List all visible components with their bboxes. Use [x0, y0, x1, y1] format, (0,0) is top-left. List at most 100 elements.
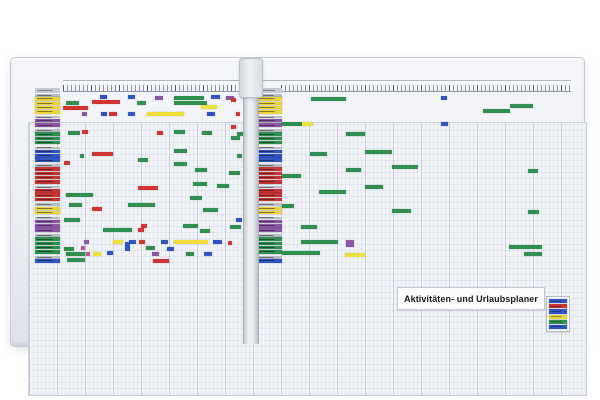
planner-strip: [66, 252, 85, 256]
group-header: [257, 129, 282, 132]
planner-strip: [141, 224, 147, 228]
planner-strip: [66, 101, 79, 105]
planner-strip: [392, 165, 418, 169]
name-group: [35, 94, 60, 114]
name-strip: [257, 140, 282, 145]
name-strip: [35, 219, 60, 224]
planner-strip: [346, 240, 354, 247]
planner-strip: [510, 104, 533, 108]
planner-strip: [69, 203, 82, 207]
name-group: [35, 255, 60, 264]
planner-strip: [84, 240, 89, 244]
name-strip: [257, 241, 282, 246]
title-label: Aktivitäten- und Urlaubsplaner: [397, 287, 545, 310]
group-header: [35, 216, 60, 220]
name-strip: [257, 149, 282, 154]
group-header: [35, 203, 60, 206]
planner-strip: [237, 132, 243, 136]
name-group: [257, 129, 282, 145]
planner-strip: [113, 240, 123, 244]
name-group: [35, 146, 60, 163]
name-group: [257, 203, 282, 215]
planner-strip: [346, 132, 365, 136]
name-strip: [35, 197, 60, 202]
planner-strip: [228, 241, 232, 245]
group-header: [257, 146, 282, 150]
planner-strip: [107, 251, 113, 255]
planner-strip: [195, 168, 207, 172]
name-group: [35, 129, 60, 145]
planner-strip: [153, 259, 169, 263]
planner-strip: [509, 245, 542, 249]
planner-strip: [528, 169, 538, 173]
name-strip: [257, 110, 282, 114]
name-strip: [257, 237, 282, 241]
name-strip: [35, 175, 60, 180]
name-strip: [35, 193, 60, 197]
planner-strip: [226, 96, 234, 100]
name-strip: [35, 250, 60, 254]
name-strip: [257, 158, 282, 162]
planner-strip: [213, 240, 222, 244]
planner-strip: [302, 122, 313, 126]
name-strip: [35, 245, 60, 250]
name-group: [257, 255, 282, 264]
planner-strip: [528, 210, 539, 214]
planner-strip: [174, 162, 187, 166]
group-header: [35, 234, 60, 237]
group-header: [257, 164, 282, 167]
name-strip: [257, 132, 282, 136]
name-strip: [35, 140, 60, 145]
name-strip: [257, 219, 282, 224]
name-strip: [35, 110, 60, 114]
group-header: [35, 185, 60, 189]
planner-strip: [207, 112, 215, 116]
group-header: [257, 203, 282, 206]
planner-strip: [174, 149, 187, 153]
planner-strip: [92, 152, 113, 156]
name-group: [35, 203, 60, 215]
planner-strip: [441, 96, 447, 100]
planner-strip: [137, 101, 146, 105]
planner-strip: [365, 185, 383, 189]
name-strip: [257, 136, 282, 140]
planner-strip: [231, 125, 236, 129]
name-strip: [35, 132, 60, 136]
name-group: [257, 185, 282, 202]
planner-strip: [282, 174, 301, 178]
planner-strip: [138, 158, 148, 162]
planner-strip: [310, 152, 327, 156]
name-strip: [257, 250, 282, 254]
planner-strip: [524, 252, 542, 256]
planner-strip: [128, 95, 135, 99]
group-header: [257, 255, 282, 259]
planner-strip: [86, 252, 90, 256]
divider-rail-handle: [239, 58, 263, 98]
name-strip: [257, 224, 282, 228]
planner-strip: [82, 130, 88, 134]
planner-strip: [82, 112, 87, 116]
name-strip: [257, 210, 282, 215]
planner-strip: [211, 95, 220, 99]
name-column-right: [257, 94, 282, 265]
name-group: [257, 146, 282, 163]
name-strip: [257, 206, 282, 211]
group-header: [257, 234, 282, 237]
planner-strip: [183, 224, 198, 228]
group-header: [257, 94, 282, 97]
planner-strip: [174, 101, 207, 105]
group-header: [35, 115, 60, 119]
name-strip: [35, 224, 60, 228]
planner-strip: [174, 96, 204, 100]
name-strip: [35, 171, 60, 176]
legend-strip: [549, 309, 567, 314]
name-strip: [35, 149, 60, 154]
planner-strip: [301, 240, 338, 244]
planner-strip: [129, 240, 136, 244]
title-text: Aktivitäten- und Urlaubsplaner: [403, 293, 539, 304]
group-header: [257, 185, 282, 189]
name-group: [257, 164, 282, 184]
planner-strip: [103, 228, 132, 232]
legend-strip: [549, 314, 567, 319]
